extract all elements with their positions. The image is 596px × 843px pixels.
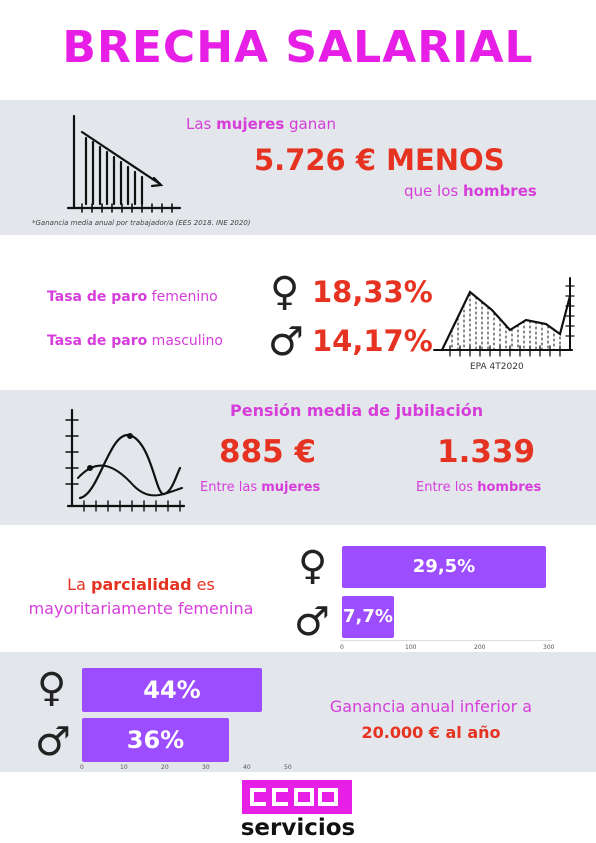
income-tick: 10 xyxy=(120,764,128,771)
pension-women-pre: Entre las xyxy=(200,480,262,495)
ccoo-logo: servicios xyxy=(236,776,360,842)
mountain-chart-icon xyxy=(433,277,575,357)
pension-women-value: 885 € xyxy=(219,434,317,470)
partial-tick: 300 xyxy=(543,644,555,651)
gap-line1-post: ganan xyxy=(284,115,336,133)
partial-bar-female-label: 29,5% xyxy=(412,556,476,577)
pension-women-bold: mujeres xyxy=(261,480,321,495)
income-tick: 30 xyxy=(202,764,210,771)
partial-tick: 200 xyxy=(474,644,486,651)
male-sign-icon: ♂ xyxy=(294,599,330,645)
pension-men-bold: hombres xyxy=(477,480,542,495)
female-unemployment-value: 18,33% xyxy=(312,275,433,309)
partial-axis-line xyxy=(340,640,552,641)
income-bar-chart: 44% 36% 0 10 20 30 40 50 xyxy=(80,666,295,772)
income-tick: 40 xyxy=(243,764,251,771)
pension-women-label: Entre las mujeres xyxy=(200,480,320,495)
income-text: Ganancia anual inferior a 20.000 € al añ… xyxy=(300,694,562,746)
gap-line3-pre: que los xyxy=(404,182,463,200)
gap-line3-bold: hombres xyxy=(462,182,537,200)
gap-footnote: *Ganancia media anual por trabajador/a (… xyxy=(32,219,251,227)
female-unemployment-bold: Tasa de paro xyxy=(47,289,148,305)
gap-line3: que los hombres xyxy=(404,182,537,200)
income-bar-female: 44% xyxy=(82,668,262,712)
income-bar-male: 36% xyxy=(82,718,229,762)
ccoo-logo-word: servicios xyxy=(240,815,356,841)
pension-men-label: Entre los hombres xyxy=(416,480,541,495)
female-sign-icon: ♀ xyxy=(270,269,300,315)
partial-text-line2: mayoritariamente femenina xyxy=(28,599,254,618)
male-unemployment-value: 14,17% xyxy=(312,324,433,358)
income-section: ♀ ♂ 44% 36% 0 10 20 30 40 50 Ganancia an… xyxy=(0,652,596,772)
male-unemployment-rest: masculino xyxy=(147,333,223,349)
gap-line1-pre: Las xyxy=(186,115,217,133)
female-unemployment-label: Tasa de paro femenino xyxy=(47,289,218,305)
female-sign-icon: ♀ xyxy=(298,543,328,589)
income-tick: 0 xyxy=(80,764,84,771)
income-tick: 20 xyxy=(161,764,169,771)
partial-mid: es xyxy=(191,575,215,594)
male-sign-icon: ♂ xyxy=(268,319,304,365)
partial-tick: 100 xyxy=(405,644,417,651)
partial-bar-male-label: 7,7% xyxy=(343,606,393,627)
income-text-line2: 20.000 € al año xyxy=(361,723,501,742)
pension-section: Pensión media de jubilación 885 € Entre … xyxy=(0,390,596,525)
male-sign-icon: ♂ xyxy=(35,719,71,765)
partial-bar-female: 29,5% xyxy=(342,546,546,588)
ccoo-logo-glyphs-icon xyxy=(250,788,338,806)
income-bar-male-label: 36% xyxy=(126,726,185,754)
partial-bar-chart: 29,5% 7,7% 0 100 200 300 xyxy=(340,544,555,654)
income-text-line1: Ganancia anual inferior a xyxy=(329,697,533,716)
pension-heading: Pensión media de jubilación xyxy=(230,401,484,420)
gap-line1: Las mujeres ganan xyxy=(186,115,336,133)
ccoo-logo-box xyxy=(242,780,352,814)
partial-text-line1: La parcialidad es xyxy=(0,573,282,597)
partial-bar-male: 7,7% xyxy=(342,596,394,638)
page-title: BRECHA SALARIAL xyxy=(62,22,534,73)
partial-pre: La xyxy=(67,575,91,594)
income-bar-female-label: 44% xyxy=(143,676,201,704)
declining-bars-icon xyxy=(66,114,182,213)
male-unemployment-label: Tasa de paro masculino xyxy=(47,333,223,349)
unemployment-source: EPA 4T2020 xyxy=(470,362,524,372)
income-tick: 50 xyxy=(284,764,292,771)
male-unemployment-bold: Tasa de paro xyxy=(47,333,148,349)
curves-chart-icon xyxy=(65,408,185,512)
gap-line1-bold: mujeres xyxy=(216,115,285,133)
gap-amount: 5.726 € MENOS xyxy=(254,143,505,177)
pension-men-value: 1.339 xyxy=(437,434,536,470)
partial-bold: parcialidad xyxy=(90,575,192,594)
partial-tick: 0 xyxy=(340,644,344,651)
partial-text: La parcialidad es mayoritariamente femen… xyxy=(0,573,282,621)
female-unemployment-rest: femenino xyxy=(147,289,218,305)
salary-gap-section: Las mujeres ganan 5.726 € MENOS que los … xyxy=(0,100,596,235)
female-sign-icon: ♀ xyxy=(37,665,67,711)
pension-men-pre: Entre los xyxy=(416,480,478,495)
